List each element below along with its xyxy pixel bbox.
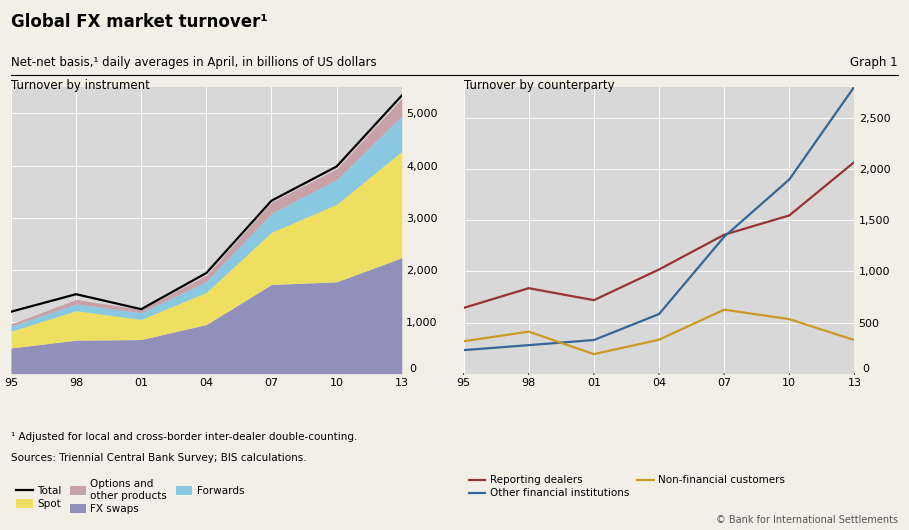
Text: Net-net basis,¹ daily averages in April, in billions of US dollars: Net-net basis,¹ daily averages in April,… <box>11 56 376 69</box>
Text: 0: 0 <box>410 364 416 374</box>
Text: Global FX market turnover¹: Global FX market turnover¹ <box>11 13 267 31</box>
Legend: Total, Spot, Options and
other products, FX swaps, Forwards, : Total, Spot, Options and other products,… <box>16 480 244 514</box>
Text: ¹ Adjusted for local and cross-border inter-dealer double-counting.: ¹ Adjusted for local and cross-border in… <box>11 432 357 442</box>
Text: © Bank for International Settlements: © Bank for International Settlements <box>716 515 898 525</box>
Text: Graph 1: Graph 1 <box>851 56 898 69</box>
Legend: Reporting dealers, Other financial institutions, Non-financial customers: Reporting dealers, Other financial insti… <box>469 475 785 498</box>
Text: Turnover by counterparty: Turnover by counterparty <box>464 80 614 93</box>
Text: 0: 0 <box>863 364 869 374</box>
Text: Sources: Triennial Central Bank Survey; BIS calculations.: Sources: Triennial Central Bank Survey; … <box>11 453 306 463</box>
Text: Turnover by instrument: Turnover by instrument <box>11 80 150 93</box>
